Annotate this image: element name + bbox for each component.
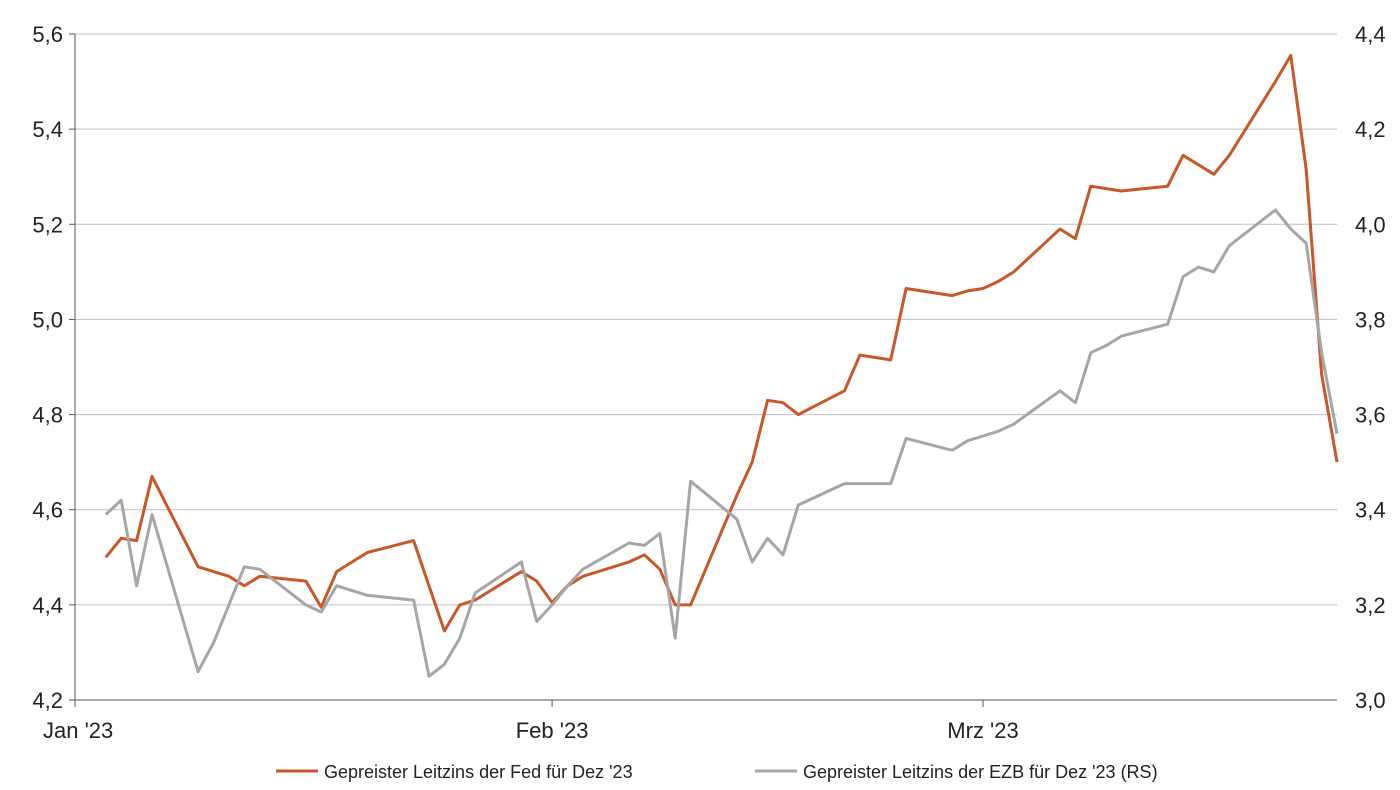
x-tick-label: Mrz '23: [947, 718, 1018, 743]
right-tick-label: 3,6: [1355, 403, 1386, 428]
right-tick-label: 3,4: [1355, 498, 1386, 523]
right-tick-label: 3,8: [1355, 307, 1386, 332]
left-tick-label: 5,4: [32, 117, 63, 142]
left-tick-label: 4,2: [32, 688, 63, 713]
left-tick-label: 4,4: [32, 593, 63, 618]
right-tick-label: 4,4: [1355, 22, 1386, 47]
series-line-ezb: [104, 208, 1339, 678]
legend-label: Gepreister Leitzins der EZB für Dez '23 …: [803, 762, 1158, 782]
axes: [74, 34, 1337, 701]
right-axis-ticks: 3,0 3,2 3,4 3,6 3,8 4,0 4,2 4,4: [1355, 22, 1386, 713]
x-tick-label: Jan '23: [43, 718, 113, 743]
left-axis-ticks: 4,2 4,4 4,6 4,8 5,0 5,2 5,4 5,6: [32, 22, 75, 713]
right-tick-label: 4,2: [1355, 117, 1386, 142]
series-line-fed: [104, 53, 1339, 633]
left-tick-label: 5,0: [32, 307, 63, 332]
right-tick-label: 3,0: [1355, 688, 1386, 713]
legend: Gepreister Leitzins der Fed für Dez '23 G…: [276, 762, 1158, 782]
left-tick-label: 4,6: [32, 498, 63, 523]
left-tick-label: 4,8: [32, 403, 63, 428]
right-tick-label: 3,2: [1355, 593, 1386, 618]
x-tick-label: Feb '23: [516, 718, 589, 743]
series-lines: [104, 53, 1339, 678]
gridlines: [75, 33, 1337, 606]
left-tick-label: 5,2: [32, 212, 63, 237]
right-tick-label: 4,0: [1355, 212, 1386, 237]
x-axis-ticks: Jan '23 Feb '23 Mrz '23: [43, 700, 1019, 743]
legend-label: Gepreister Leitzins der Fed für Dez '23: [324, 762, 633, 782]
left-tick-label: 5,6: [32, 22, 63, 47]
